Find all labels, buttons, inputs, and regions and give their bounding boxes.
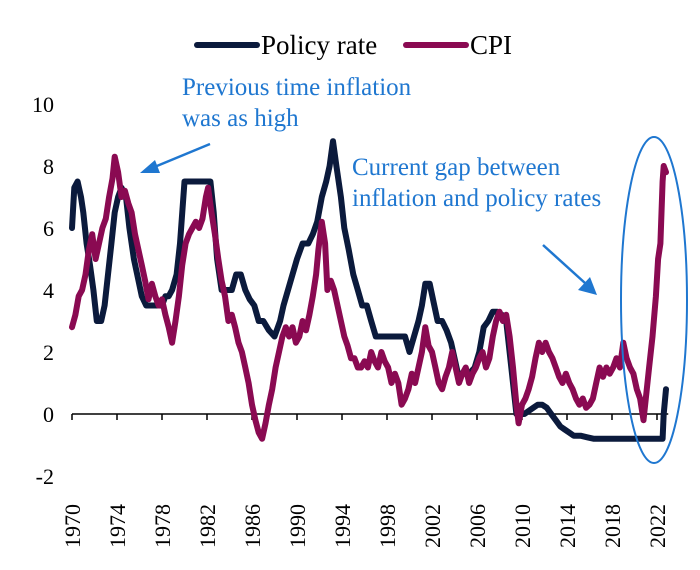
x-tick-label: 1974 [105,504,130,548]
x-tick-label: 1994 [330,504,355,548]
annotation-current-gap: Current gap between inflation and policy… [352,136,688,464]
y-tick-label: -2 [36,464,54,489]
annotation-previous-high: Previous time inflation was as high [140,74,412,173]
annotation-current-gap-line-2: inflation and policy rates [352,185,601,212]
legend-item-policy-rate: Policy rate [194,30,377,60]
x-tick-label: 1986 [240,504,265,548]
annotation-previous-high-line-2: was as high [182,105,299,132]
x-tick-label: 2002 [420,504,445,548]
x-tick-label: 2018 [600,504,625,548]
x-tick-label: 2010 [510,504,535,548]
series-line-policy-rate [69,138,669,442]
arrow-current-gap-head-icon [578,277,597,295]
y-tick-label: 2 [43,340,54,365]
x-tick-label: 2006 [465,504,490,548]
series-layer [69,138,669,442]
x-tick-label: 2022 [645,504,670,548]
x-tick-label: 1990 [285,504,310,548]
arrow-current-gap-line [542,244,586,284]
y-tick-label: 0 [43,402,54,427]
legend-label-cpi: CPI [470,30,512,60]
x-tick-label: 2014 [555,504,580,548]
y-tick-label: 6 [43,216,54,241]
y-tick-label: 10 [32,92,54,117]
x-tick-label: 1998 [375,504,400,548]
legend-label-policy-rate: Policy rate [261,30,377,60]
annotation-previous-high-line-1: Previous time inflation [182,74,412,101]
y-tick-label: 8 [43,154,54,179]
x-axis: 1970 1974 1978 1982 1986 1990 1994 1998 2002 2006… [60,413,670,548]
series-line-cpi [69,153,669,442]
y-tick-label: 4 [43,278,54,303]
y-axis: 10 8 6 4 2 0 -2 [32,92,54,489]
arrow-previous-high-line [151,142,211,170]
x-tick-label: 1978 [150,504,175,548]
legend: Policy rate CPI [194,30,512,60]
legend-item-cpi: CPI [403,30,512,60]
arrow-previous-high-head-icon [140,160,160,173]
x-tick-label: 1982 [195,504,220,548]
annotation-current-gap-line-1: Current gap between [352,154,561,181]
highlight-ellipse [620,136,688,464]
x-tick-label: 1970 [60,504,85,548]
